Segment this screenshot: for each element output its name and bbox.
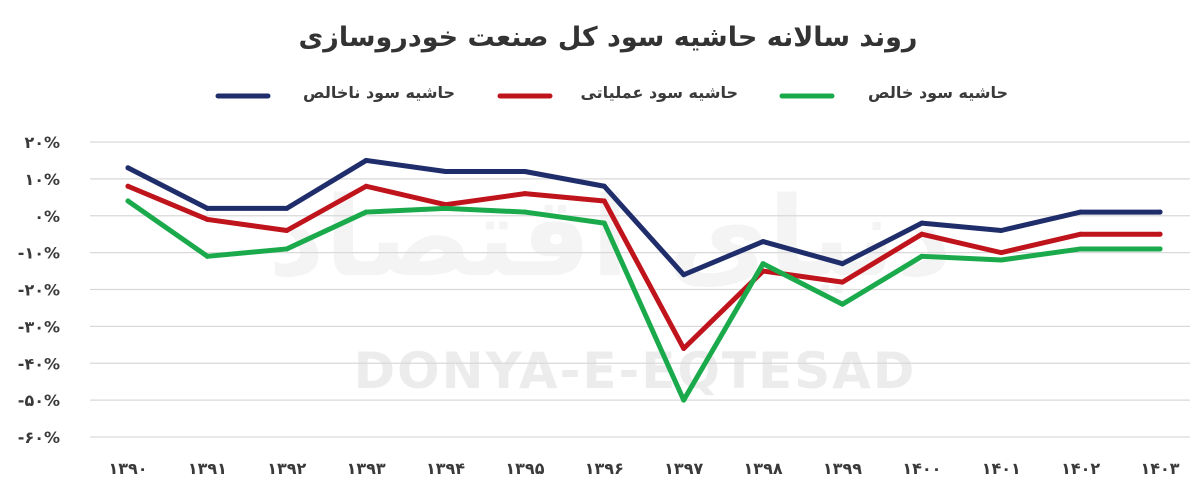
series-group	[125, 157, 1163, 403]
series-1	[125, 157, 1163, 278]
data-point	[1078, 231, 1084, 237]
data-point	[363, 209, 369, 215]
x-axis: ۱۳۹۰ ۱۳۹۱ ۱۳۹۲ ۱۳۹۳ ۱۳۹۴ ۱۳۹۵ ۱۳۹۶ ۱۳۹۷ ۱۳۹۸ ۱۳۹۹…	[108, 459, 1179, 478]
data-point	[839, 279, 845, 285]
legend-item: حاشیه سود خالص	[779, 83, 1008, 102]
data-point	[1157, 246, 1163, 252]
data-point	[1078, 246, 1084, 252]
data-point	[919, 253, 925, 259]
data-point	[1157, 209, 1163, 215]
series-line	[125, 157, 1163, 278]
x-tick-label: ۱۳۹۵	[505, 459, 544, 478]
data-point	[760, 261, 766, 267]
x-tick-label: ۱۴۰۳	[1140, 459, 1179, 478]
data-point	[204, 253, 210, 259]
data-point	[125, 198, 131, 204]
data-point	[284, 246, 290, 252]
data-point	[998, 257, 1004, 263]
data-point	[204, 205, 210, 211]
data-point	[363, 157, 369, 163]
legend-label: حاشیه سود عملیاتی	[580, 83, 738, 102]
legend-item: حاشیه سود عملیاتی	[497, 83, 738, 102]
data-point	[681, 346, 687, 351]
x-tick-label: ۱۳۹۷	[664, 459, 703, 478]
watermark-text: DONYA-E-EQTESAD	[354, 342, 917, 400]
data-point	[284, 228, 290, 233]
x-tick-label: ۱۳۹۱	[188, 459, 227, 478]
data-point	[601, 220, 607, 226]
data-point	[998, 250, 1004, 256]
legend: حاشیه سود ناخالص حاشیه سود عملیاتی حاشیه س…	[215, 83, 1008, 102]
x-tick-label: ۱۴۰۱	[982, 459, 1021, 478]
data-point	[363, 183, 369, 189]
y-tick-label: -۵۰%	[18, 391, 60, 410]
data-point	[839, 261, 845, 267]
x-tick-label: ۱۳۹۶	[585, 459, 624, 478]
data-point	[998, 228, 1004, 233]
data-point	[522, 169, 528, 174]
data-point	[839, 301, 845, 307]
data-point	[443, 205, 449, 211]
series-line	[125, 198, 1163, 403]
data-point	[522, 191, 528, 197]
y-axis: ۲۰% ۱۰% ۰% -۱۰% -۲۰% -۳۰% -۴۰% -۵۰% -۶۰%	[18, 133, 60, 447]
y-tick-label: -۱۰%	[18, 244, 60, 263]
y-tick-label: -۲۰%	[18, 281, 60, 300]
data-point	[443, 169, 449, 174]
chart-title: روند سالانه حاشیه سود کل صنعت خودروسازی	[299, 22, 918, 53]
x-tick-label: ۱۴۰۰	[902, 459, 941, 478]
x-tick-label: ۱۳۹۰	[108, 459, 147, 478]
data-point	[601, 183, 607, 189]
legend-label: حاشیه سود ناخالص	[303, 83, 455, 102]
data-point	[760, 239, 766, 245]
x-tick-label: ۱۳۹۸	[744, 459, 783, 478]
series-line	[125, 183, 1163, 351]
data-point	[601, 198, 607, 204]
data-point	[125, 165, 131, 171]
data-point	[1078, 209, 1084, 215]
data-point	[681, 397, 687, 403]
data-point	[204, 216, 210, 222]
series-3	[125, 198, 1163, 403]
y-tick-label: ۱۰%	[24, 170, 60, 189]
data-point	[125, 183, 131, 189]
x-tick-label: ۱۳۹۹	[823, 459, 862, 478]
series-2	[125, 183, 1163, 351]
x-tick-label: ۱۳۹۴	[426, 459, 465, 478]
data-point	[284, 205, 290, 211]
x-tick-label: ۱۳۹۲	[267, 459, 306, 478]
legend-label: حاشیه سود خالص	[868, 83, 1008, 102]
legend-item: حاشیه سود ناخالص	[215, 83, 455, 102]
data-point	[919, 231, 925, 237]
data-point	[522, 209, 528, 215]
y-tick-label: -۶۰%	[18, 428, 60, 447]
data-point	[681, 272, 687, 278]
y-tick-label: ۲۰%	[24, 133, 60, 152]
data-point	[919, 220, 925, 226]
x-tick-label: ۱۴۰۲	[1061, 459, 1100, 478]
y-tick-label: ۰%	[34, 207, 60, 226]
y-tick-label: -۳۰%	[18, 317, 60, 336]
data-point	[1157, 231, 1163, 237]
y-tick-label: -۴۰%	[18, 354, 60, 373]
x-tick-label: ۱۳۹۳	[347, 459, 386, 478]
